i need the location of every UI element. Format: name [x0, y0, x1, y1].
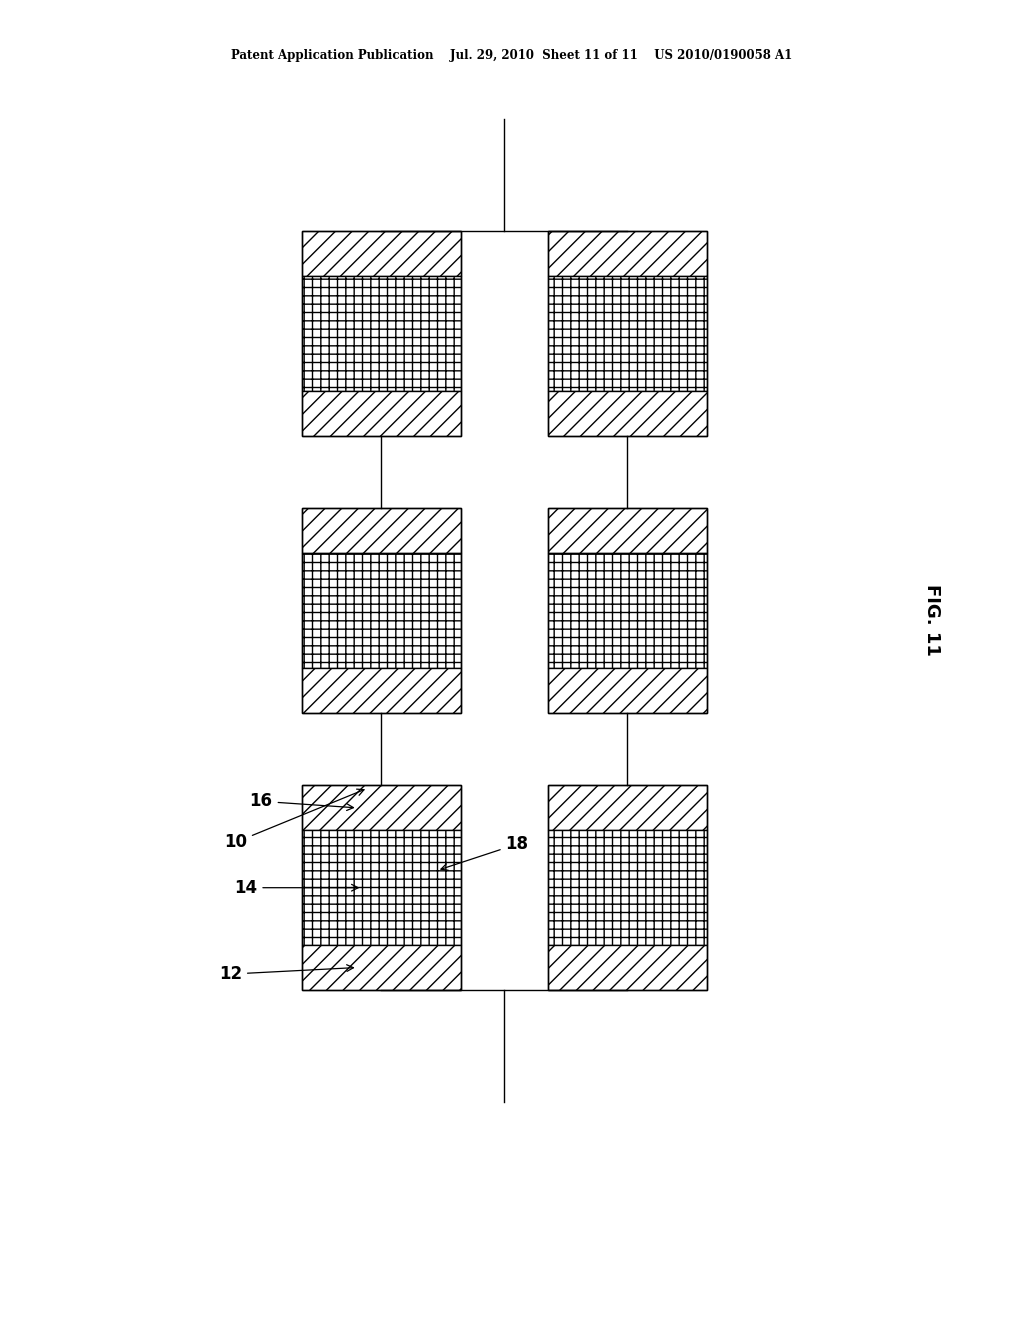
Bar [548, 231, 707, 276]
Bar [548, 508, 707, 553]
Bar [548, 785, 707, 830]
Bar [302, 276, 461, 391]
Text: 12: 12 [219, 965, 353, 983]
Bar [302, 553, 461, 668]
Bar [302, 785, 461, 990]
Bar [302, 508, 461, 553]
Bar [302, 231, 461, 276]
Text: 16: 16 [250, 792, 353, 810]
Text: 10: 10 [224, 789, 364, 851]
Bar [548, 945, 707, 990]
Bar [302, 785, 461, 830]
Bar [302, 231, 461, 436]
Text: FIG. 11: FIG. 11 [923, 585, 941, 656]
Bar [548, 391, 707, 436]
Bar [548, 785, 707, 990]
Bar [548, 830, 707, 945]
Text: Patent Application Publication    Jul. 29, 2010  Sheet 11 of 11    US 2010/01900: Patent Application Publication Jul. 29, … [231, 49, 793, 62]
Bar [302, 391, 461, 436]
Bar [548, 231, 707, 436]
Bar [548, 276, 707, 391]
Bar [302, 508, 461, 713]
Text: 18: 18 [441, 836, 528, 870]
Bar [548, 668, 707, 713]
Bar [302, 830, 461, 945]
Bar [548, 508, 707, 713]
Bar [302, 945, 461, 990]
Bar [548, 553, 707, 668]
Text: 14: 14 [234, 879, 358, 896]
Bar [302, 668, 461, 713]
